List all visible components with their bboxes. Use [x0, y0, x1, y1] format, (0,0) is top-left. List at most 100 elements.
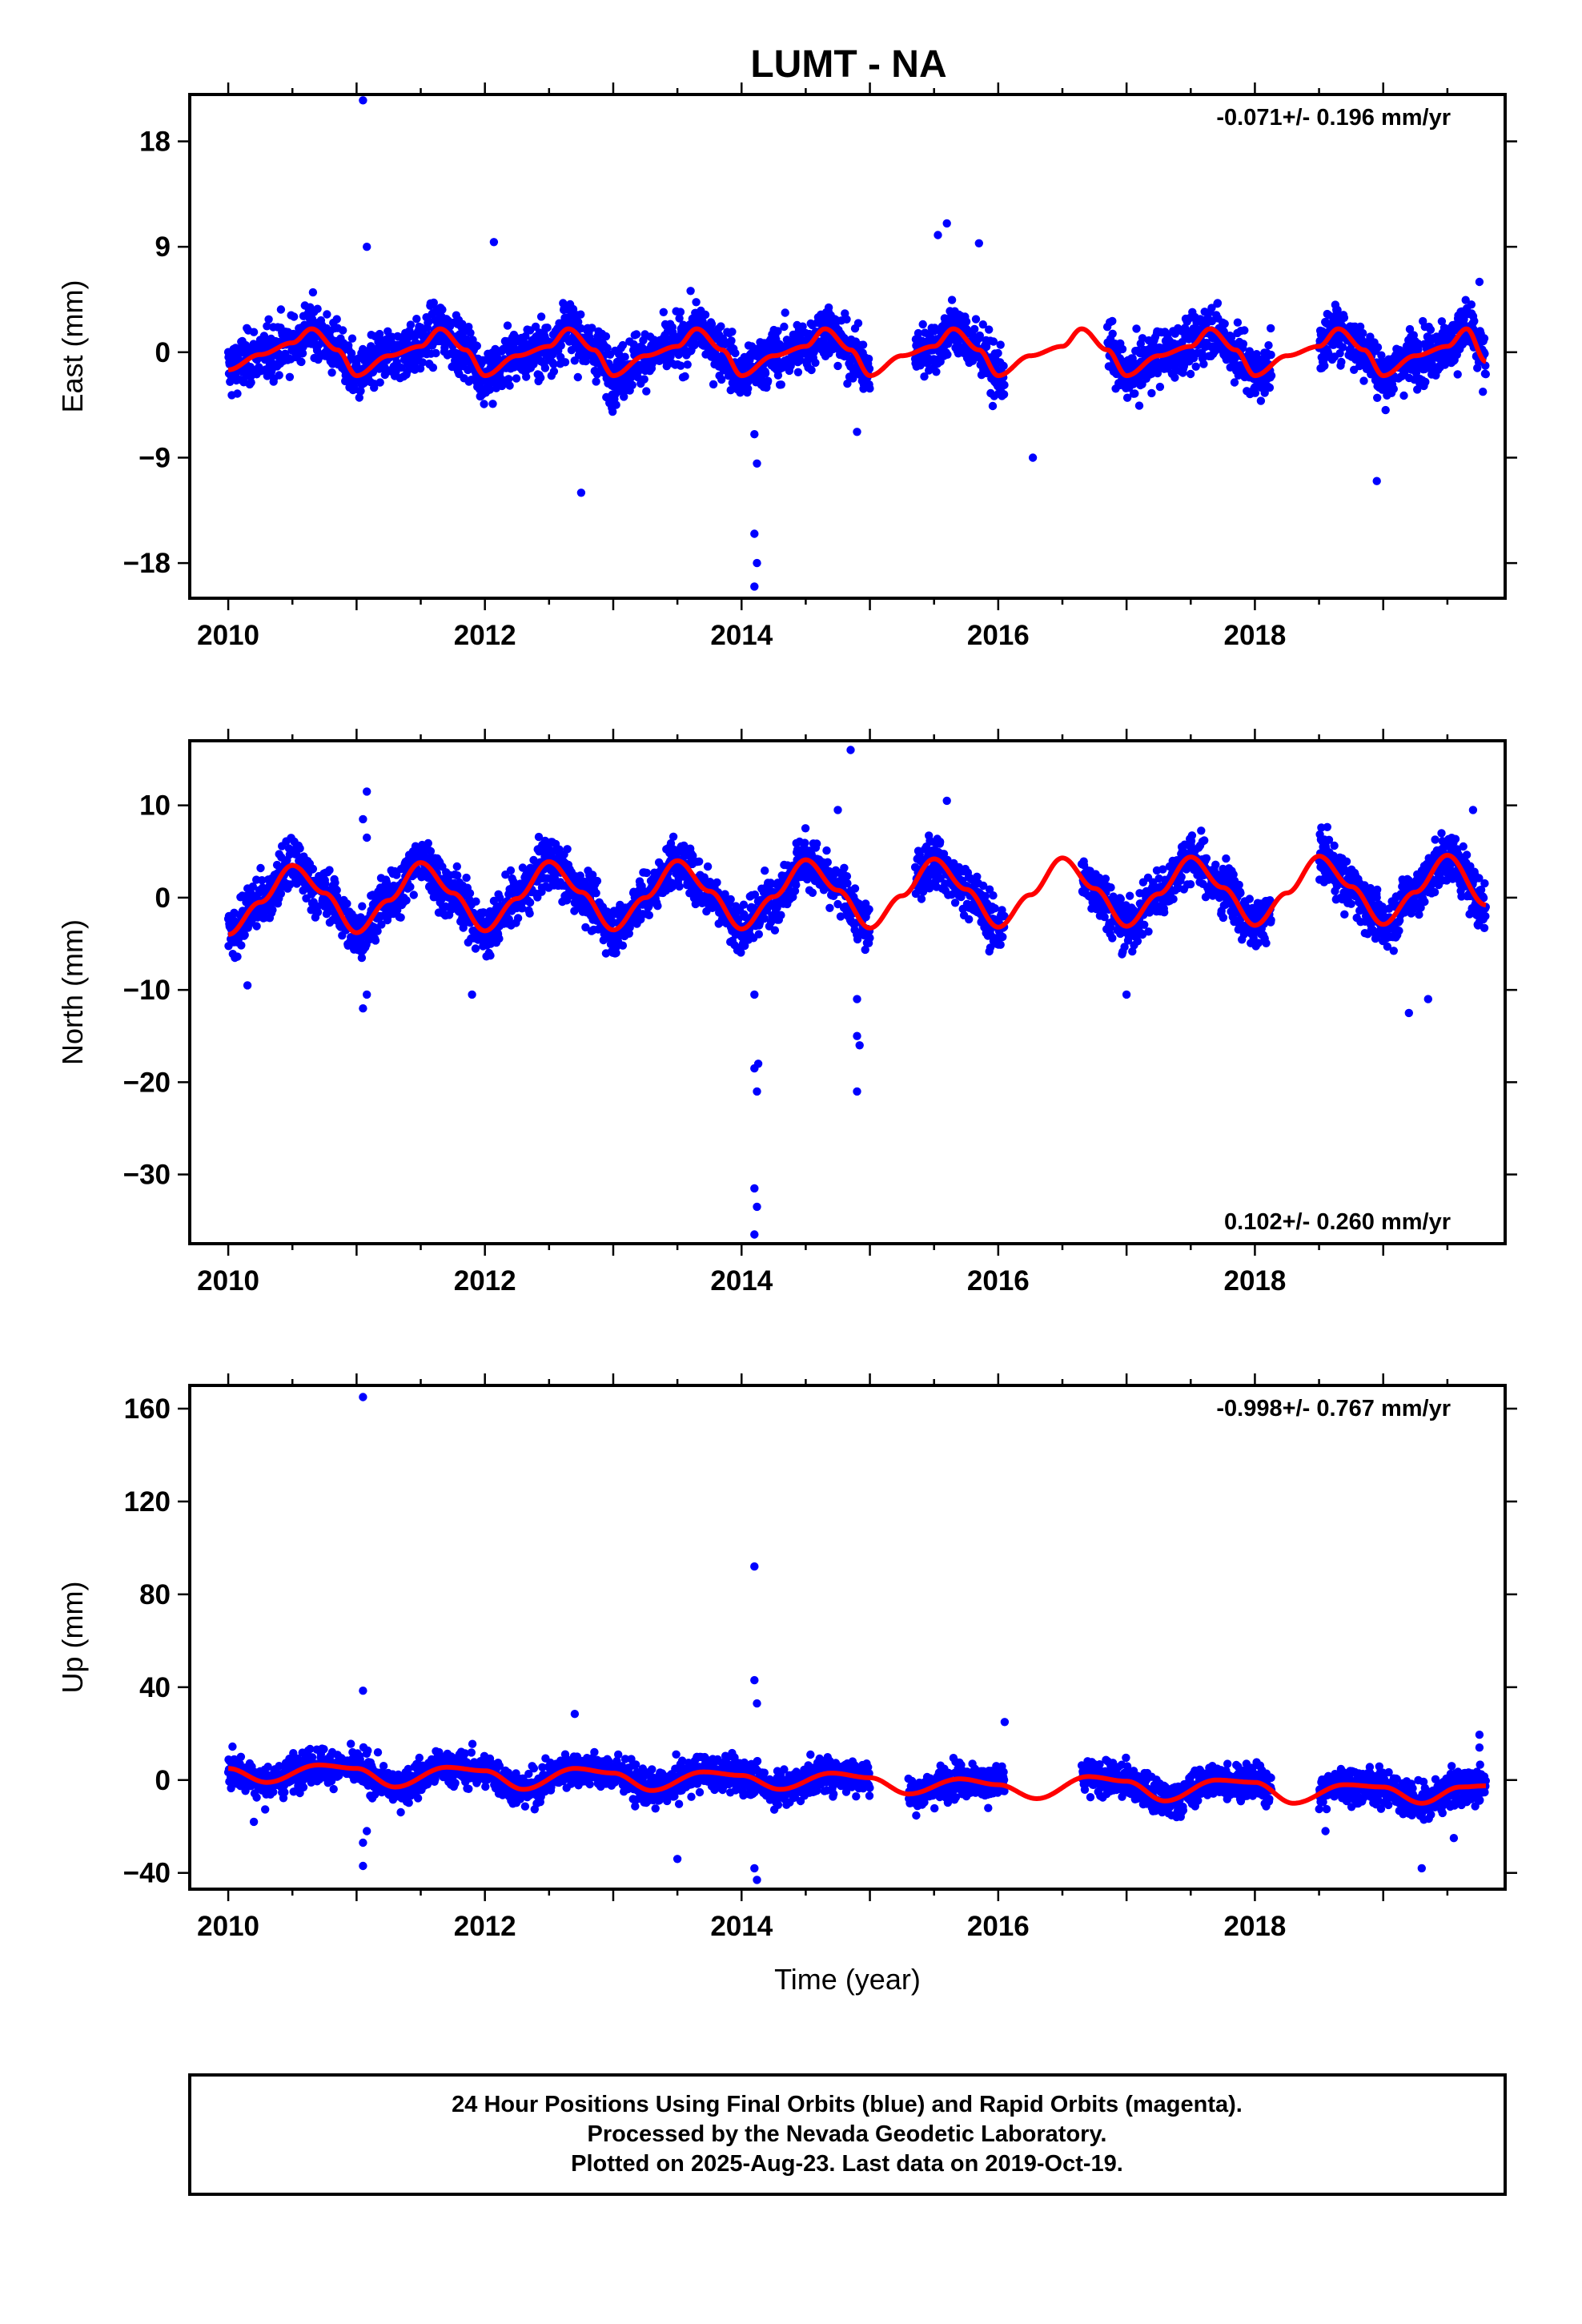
data-point — [683, 360, 692, 369]
data-point — [525, 898, 535, 907]
data-point — [1170, 373, 1179, 382]
data-point — [918, 320, 927, 329]
data-point — [1134, 401, 1144, 410]
outlier-point — [1372, 476, 1381, 485]
data-point — [801, 824, 810, 833]
outlier-point — [753, 558, 761, 568]
data-point — [770, 926, 780, 935]
data-point — [825, 903, 834, 913]
data-point — [276, 889, 286, 899]
data-point — [249, 328, 259, 336]
data-point — [357, 953, 367, 963]
data-point — [781, 308, 789, 317]
data-point — [458, 320, 467, 328]
data-point — [620, 392, 628, 401]
data-point — [1240, 326, 1249, 335]
data-point — [1479, 388, 1488, 396]
data-point — [332, 315, 341, 324]
data-point — [428, 363, 438, 372]
data-point — [999, 390, 1009, 399]
data-point — [1239, 340, 1248, 348]
data-point — [429, 298, 438, 308]
data-point — [686, 287, 695, 296]
data-point — [713, 878, 721, 887]
data-point — [843, 379, 852, 388]
data-point — [290, 312, 299, 321]
data-point — [824, 303, 833, 312]
data-point — [1155, 382, 1165, 392]
data-point — [406, 883, 415, 891]
data-point — [717, 322, 725, 331]
data-point — [402, 896, 411, 905]
data-point — [412, 315, 421, 324]
outlier-point — [853, 428, 861, 436]
data-point — [1359, 328, 1367, 338]
x-tick-label: 2010 — [197, 620, 259, 651]
data-point — [709, 380, 718, 389]
data-point — [313, 304, 322, 313]
data-point — [608, 407, 617, 416]
data-point — [943, 350, 952, 359]
data-point — [506, 866, 516, 875]
data-point — [728, 328, 737, 336]
data-point — [1147, 388, 1156, 398]
outlier-point — [942, 219, 951, 228]
data-point — [731, 348, 740, 358]
data-point — [674, 350, 683, 360]
data-point — [339, 326, 347, 335]
outlier-point — [489, 238, 499, 247]
data-point — [985, 325, 994, 334]
data-point — [653, 902, 662, 911]
data-point — [982, 342, 991, 352]
data-point — [1467, 300, 1476, 309]
data-point — [495, 934, 504, 943]
data-point — [853, 319, 863, 328]
data-point — [543, 324, 552, 332]
outlier-point — [934, 231, 942, 239]
data-point — [1480, 334, 1489, 343]
data-point — [409, 891, 418, 899]
data-point — [472, 897, 480, 906]
data-point — [620, 352, 629, 361]
data-point — [1453, 370, 1462, 379]
data-point — [540, 364, 550, 372]
data-point — [233, 952, 242, 961]
data-point — [642, 387, 651, 396]
y-tick-label: −18 — [123, 548, 171, 579]
data-point — [1389, 384, 1399, 393]
data-point — [975, 331, 985, 340]
data-point — [1481, 370, 1491, 379]
data-point — [480, 400, 488, 408]
data-point — [1186, 369, 1195, 379]
data-point — [970, 324, 979, 334]
data-point — [525, 909, 534, 918]
outlier-point — [1028, 453, 1038, 462]
east-y-axis-label: East (mm) — [56, 280, 89, 413]
data-point — [618, 941, 628, 950]
x-tick-label: 2014 — [710, 620, 773, 651]
data-point — [1267, 371, 1276, 380]
x-tick-label: 2016 — [967, 620, 1030, 651]
data-point — [1267, 350, 1275, 360]
data-point — [347, 349, 356, 358]
data-point — [786, 361, 795, 370]
data-point — [452, 862, 461, 871]
data-point — [276, 305, 286, 314]
data-point — [858, 340, 868, 349]
data-point — [913, 328, 923, 338]
east-points — [223, 96, 1491, 591]
data-point — [592, 889, 600, 898]
data-point — [618, 340, 628, 350]
data-point — [644, 911, 653, 920]
y-tick-label: 9 — [155, 231, 171, 263]
data-point — [1130, 389, 1139, 398]
data-point — [592, 370, 602, 379]
data-point — [396, 363, 406, 372]
data-point — [988, 401, 998, 411]
data-point — [811, 358, 820, 368]
data-point — [717, 375, 726, 384]
data-point — [1220, 320, 1229, 328]
data-point — [1199, 360, 1208, 368]
data-point — [406, 320, 416, 329]
